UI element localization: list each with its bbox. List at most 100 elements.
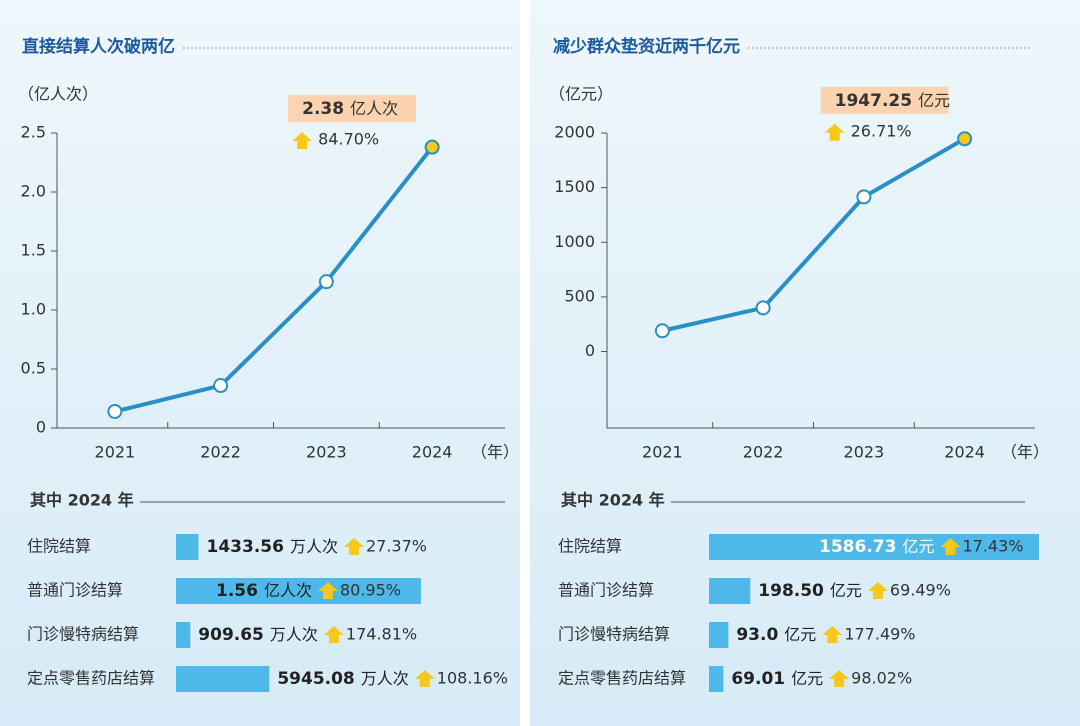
row-value: 1586.73 亿元 [819,537,934,558]
row-unit: 亿元 [830,581,862,600]
line-series [661,137,966,333]
row-number: 1.56 [216,581,258,601]
row-change: 80.95% [340,581,401,600]
row-value: 93.0 亿元 [736,625,816,646]
row-number: 1586.73 [819,537,896,557]
up-arrow-icon [822,626,843,643]
row-unit: 万人次 [290,537,338,556]
up-arrow-icon [867,582,888,599]
data-point [654,323,670,339]
row-unit: 万人次 [361,669,409,688]
row-number: 1433.56 [207,537,284,557]
annotation-change: 84.70% [318,130,379,149]
row-value: 1433.56 万人次 [207,537,338,558]
y-tick-label: 0 [36,418,46,437]
y-tick-label: 1500 [554,177,595,196]
y-tick-label: 1.5 [21,241,46,260]
annotation-change: 26.71% [851,121,912,140]
row-unit: 亿元 [902,537,934,556]
y-axis-label: （亿元） [549,85,613,104]
y-tick-label: 0.5 [21,359,46,378]
y-tick-label: 2000 [554,123,595,142]
annotation-unit: 亿元 [918,90,950,109]
breakdown-title: 其中 2024 年 [561,491,665,510]
bar [709,622,729,648]
y-tick-label: 500 [564,286,595,305]
row-label: 普通门诊结算 [27,581,123,600]
row-change: 17.43% [962,537,1023,556]
row-number: 5945.08 [277,669,354,689]
bar [709,666,724,692]
panel-left [0,0,520,726]
annotation-text: 1947.25 亿元 [835,90,950,111]
x-tick-label: 2023 [306,443,347,462]
row-change: 69.49% [890,581,951,600]
panel-right [530,0,1080,726]
row-change: 98.02% [851,669,912,688]
bar [176,534,199,560]
up-arrow-icon [323,626,344,643]
x-tick-label: 2022 [743,443,784,462]
x-tick-label: 2022 [200,443,241,462]
row-value: 1.56 亿人次 [216,581,312,602]
bar [709,534,1040,560]
data-point [213,378,229,394]
y-tick-label: 1.0 [21,300,46,319]
row-label: 住院结算 [27,537,91,556]
line-series [114,145,434,414]
x-axis-label: （年） [471,443,519,462]
row-value: 5945.08 万人次 [277,669,408,690]
panel-title: 直接结算人次破两亿 [22,36,175,57]
data-point [856,189,872,205]
annotation-value: 2.38 [302,99,344,119]
row-value: 198.50 亿元 [758,581,862,602]
bar [176,578,421,604]
up-arrow-icon [343,538,364,555]
x-tick-label: 2024 [944,443,985,462]
row-change: 174.81% [346,625,417,644]
row-label: 住院结算 [558,537,622,556]
bar [176,666,270,692]
y-tick-label: 2.5 [21,123,46,142]
row-number: 69.01 [731,669,785,689]
up-arrow-icon [292,132,313,150]
x-tick-label: 2021 [642,443,683,462]
y-tick-label: 1000 [554,232,595,251]
bar [176,622,191,648]
row-label: 门诊慢特病结算 [27,625,139,644]
row-label: 定点零售药店结算 [558,669,686,688]
row-value: 69.01 亿元 [731,669,823,690]
up-arrow-icon [317,582,338,599]
data-point [318,274,334,290]
data-point [957,131,973,147]
annotation-text: 2.38 亿人次 [302,99,398,120]
y-tick-label: 2.0 [21,182,46,201]
data-point [107,403,123,419]
row-change: 108.16% [437,669,508,688]
up-arrow-icon [824,123,845,141]
row-label: 定点零售药店结算 [27,669,155,688]
up-arrow-icon [829,670,850,687]
data-point [755,300,771,316]
x-tick-label: 2024 [412,443,453,462]
bar [709,578,751,604]
row-unit: 亿元 [784,625,816,644]
x-tick-label: 2023 [844,443,885,462]
row-number: 909.65 [198,625,264,645]
x-axis-label: （年） [1001,443,1049,462]
annotation-unit: 亿人次 [350,99,398,118]
up-arrow-icon [940,538,961,555]
y-axis-label: （亿人次） [18,85,98,104]
annotation-value: 1947.25 [835,91,912,111]
annotation-box [288,95,417,123]
panel-title: 减少群众垫资近两千亿元 [553,36,740,57]
row-number: 93.0 [736,625,778,645]
annotation-box [820,86,949,114]
row-value: 909.65 万人次 [198,625,318,646]
row-label: 门诊慢特病结算 [558,625,670,644]
row-unit: 亿人次 [264,581,312,600]
row-change: 177.49% [844,625,915,644]
row-unit: 亿元 [791,669,823,688]
row-unit: 万人次 [270,625,318,644]
